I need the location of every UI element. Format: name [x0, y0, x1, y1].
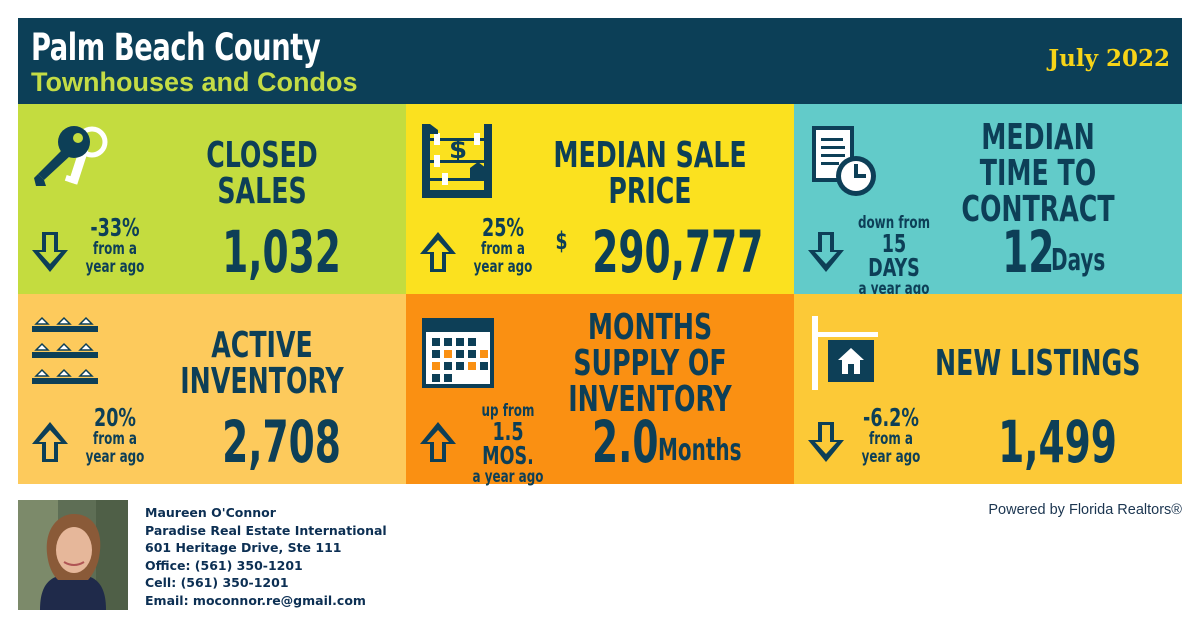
- page-subtitle: Townhouses and Condos: [31, 67, 358, 98]
- header-banner: Palm Beach County Townhouses and Condos …: [18, 18, 1182, 104]
- active-inventory-label: ACTIVE INVENTORY: [128, 314, 396, 414]
- agent-photo: [18, 500, 128, 610]
- new-listings-label: NEW LISTINGS: [904, 314, 1172, 414]
- house-sign-icon: [806, 310, 888, 392]
- arrow-up-icon: [418, 230, 458, 274]
- tile-median-sale-price: $ MEDIAN SALE PRICE 25% from a year ago …: [406, 104, 794, 294]
- page-title: Palm Beach County: [31, 26, 320, 69]
- document-clock-icon: [806, 120, 888, 202]
- months-supply-value: 2.0 Months: [566, 410, 784, 474]
- median-time-label: MEDIAN TIME TO CONTRACT: [904, 124, 1172, 224]
- active-inventory-change: 20% from a year ago: [72, 406, 158, 466]
- tile-months-supply: MONTHS SUPPLY OF INVENTORY up from 1.5 M…: [406, 294, 794, 484]
- agent-company: Paradise Real Estate International: [145, 522, 387, 540]
- closed-sales-label: CLOSED SALES: [128, 124, 396, 224]
- arrow-up-icon: [418, 420, 458, 464]
- new-listings-change: -6.2% from a year ago: [848, 406, 934, 466]
- tile-closed-sales: CLOSED SALES -33% from a year ago 1,032: [18, 104, 406, 294]
- arrow-up-icon: [30, 420, 70, 464]
- arrow-down-icon: [30, 230, 70, 274]
- agent-contact: Maureen O'Connor Paradise Real Estate In…: [145, 504, 387, 610]
- agent-office-phone: Office: (561) 350-1201: [145, 557, 387, 575]
- median-time-change: down from 15 DAYS a year ago: [846, 214, 942, 298]
- svg-text:$: $: [449, 135, 467, 165]
- powered-by: Powered by Florida Realtors®: [988, 502, 1182, 518]
- agent-address: 601 Heritage Drive, Ste 111: [145, 539, 387, 557]
- closed-sales-value: 1,032: [168, 220, 396, 284]
- median-sale-price-change: 25% from a year ago: [460, 216, 546, 276]
- agent-cell-phone: Cell: (561) 350-1201: [145, 574, 387, 592]
- months-supply-label: MONTHS SUPPLY OF INVENTORY: [516, 314, 784, 414]
- tile-active-inventory: ACTIVE INVENTORY 20% from a year ago 2,7…: [18, 294, 406, 484]
- agent-name: Maureen O'Connor: [145, 504, 387, 522]
- currency-symbol: $: [555, 227, 567, 277]
- median-sale-price-label: MEDIAN SALE PRICE: [516, 124, 784, 224]
- report-date: July 2022: [1048, 45, 1170, 72]
- new-listings-value: 1,499: [944, 410, 1172, 474]
- median-time-value: 12 Days: [944, 220, 1172, 284]
- tile-new-listings: NEW LISTINGS -6.2% from a year ago 1,499: [794, 294, 1182, 484]
- months-supply-change: up from 1.5 MOS. a year ago: [458, 402, 558, 486]
- arrow-down-icon: [806, 230, 846, 274]
- houses-rows-icon: [30, 310, 112, 392]
- tile-median-time-to-contract: MEDIAN TIME TO CONTRACT down from 15 DAY…: [794, 104, 1182, 294]
- calendar-icon: [418, 310, 500, 392]
- arrow-down-icon: [806, 420, 846, 464]
- median-sale-price-value: $290,777: [566, 220, 784, 284]
- active-inventory-value: 2,708: [168, 410, 396, 474]
- agent-email[interactable]: Email: moconnor.re@gmail.com: [145, 592, 387, 610]
- keys-icon: [30, 120, 112, 202]
- abacus-icon: $: [418, 120, 500, 202]
- closed-sales-change: -33% from a year ago: [72, 216, 158, 276]
